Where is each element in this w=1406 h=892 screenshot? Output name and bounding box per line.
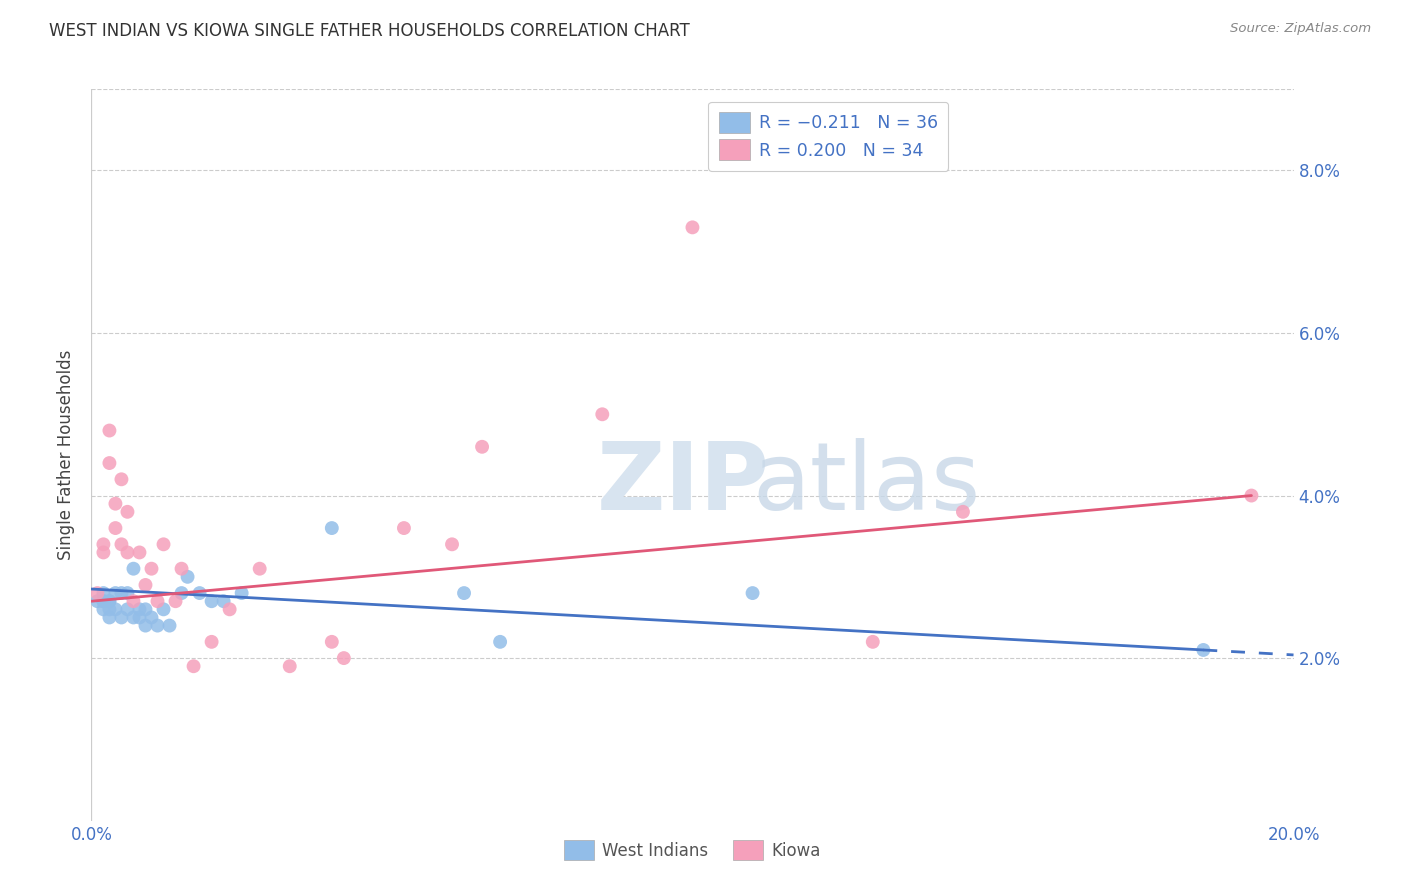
Point [104, 521, 127, 535]
Point [1192, 643, 1215, 657]
Point [134, 578, 156, 592]
Point [110, 537, 132, 551]
Point [104, 602, 127, 616]
Point [170, 586, 193, 600]
Point [104, 586, 127, 600]
Point [98, 594, 121, 608]
Point [117, 586, 139, 600]
Point [146, 618, 169, 632]
Point [165, 594, 187, 608]
Point [862, 635, 884, 649]
Y-axis label: Single Father Households: Single Father Households [58, 350, 76, 560]
Point [93, 594, 115, 608]
Point [122, 610, 145, 624]
Point [591, 407, 613, 421]
Point [122, 562, 145, 576]
Point [86, 594, 108, 608]
Point [93, 602, 115, 616]
Point [117, 602, 139, 616]
Point [122, 594, 145, 608]
Point [134, 602, 156, 616]
Point [93, 545, 115, 559]
Point [159, 618, 181, 632]
Point [152, 602, 174, 616]
Point [741, 586, 763, 600]
Point [201, 635, 224, 649]
Legend: West Indians, Kiowa: West Indians, Kiowa [557, 833, 828, 867]
Point [98, 594, 121, 608]
Point [110, 610, 132, 624]
Point [86, 586, 108, 600]
Point [98, 456, 121, 470]
Point [110, 586, 132, 600]
Point [93, 586, 115, 600]
Point [170, 562, 193, 576]
Point [392, 521, 415, 535]
Point [278, 659, 301, 673]
Point [128, 602, 150, 616]
Point [104, 497, 127, 511]
Point [152, 537, 174, 551]
Point [249, 562, 271, 576]
Point [681, 220, 703, 235]
Point [952, 505, 974, 519]
Point [212, 594, 235, 608]
Text: ZIP: ZIP [596, 438, 769, 530]
Point [201, 594, 224, 608]
Point [141, 610, 163, 624]
Point [453, 586, 475, 600]
Point [117, 545, 139, 559]
Text: atlas: atlas [752, 438, 981, 530]
Point [110, 472, 132, 486]
Point [1240, 489, 1263, 503]
Point [93, 537, 115, 551]
Point [117, 505, 139, 519]
Point [141, 562, 163, 576]
Point [128, 610, 150, 624]
Point [188, 586, 211, 600]
Point [471, 440, 494, 454]
Point [98, 602, 121, 616]
Point [98, 610, 121, 624]
Text: Source: ZipAtlas.com: Source: ZipAtlas.com [1230, 22, 1371, 36]
Point [333, 651, 356, 665]
Point [440, 537, 463, 551]
Point [183, 659, 205, 673]
Point [134, 618, 156, 632]
Point [176, 570, 198, 584]
Point [146, 594, 169, 608]
Point [218, 602, 240, 616]
Text: WEST INDIAN VS KIOWA SINGLE FATHER HOUSEHOLDS CORRELATION CHART: WEST INDIAN VS KIOWA SINGLE FATHER HOUSE… [49, 22, 690, 40]
Point [321, 635, 343, 649]
Point [321, 521, 343, 535]
Point [93, 594, 115, 608]
Point [489, 635, 512, 649]
Point [98, 424, 121, 438]
Point [128, 545, 150, 559]
Point [231, 586, 253, 600]
